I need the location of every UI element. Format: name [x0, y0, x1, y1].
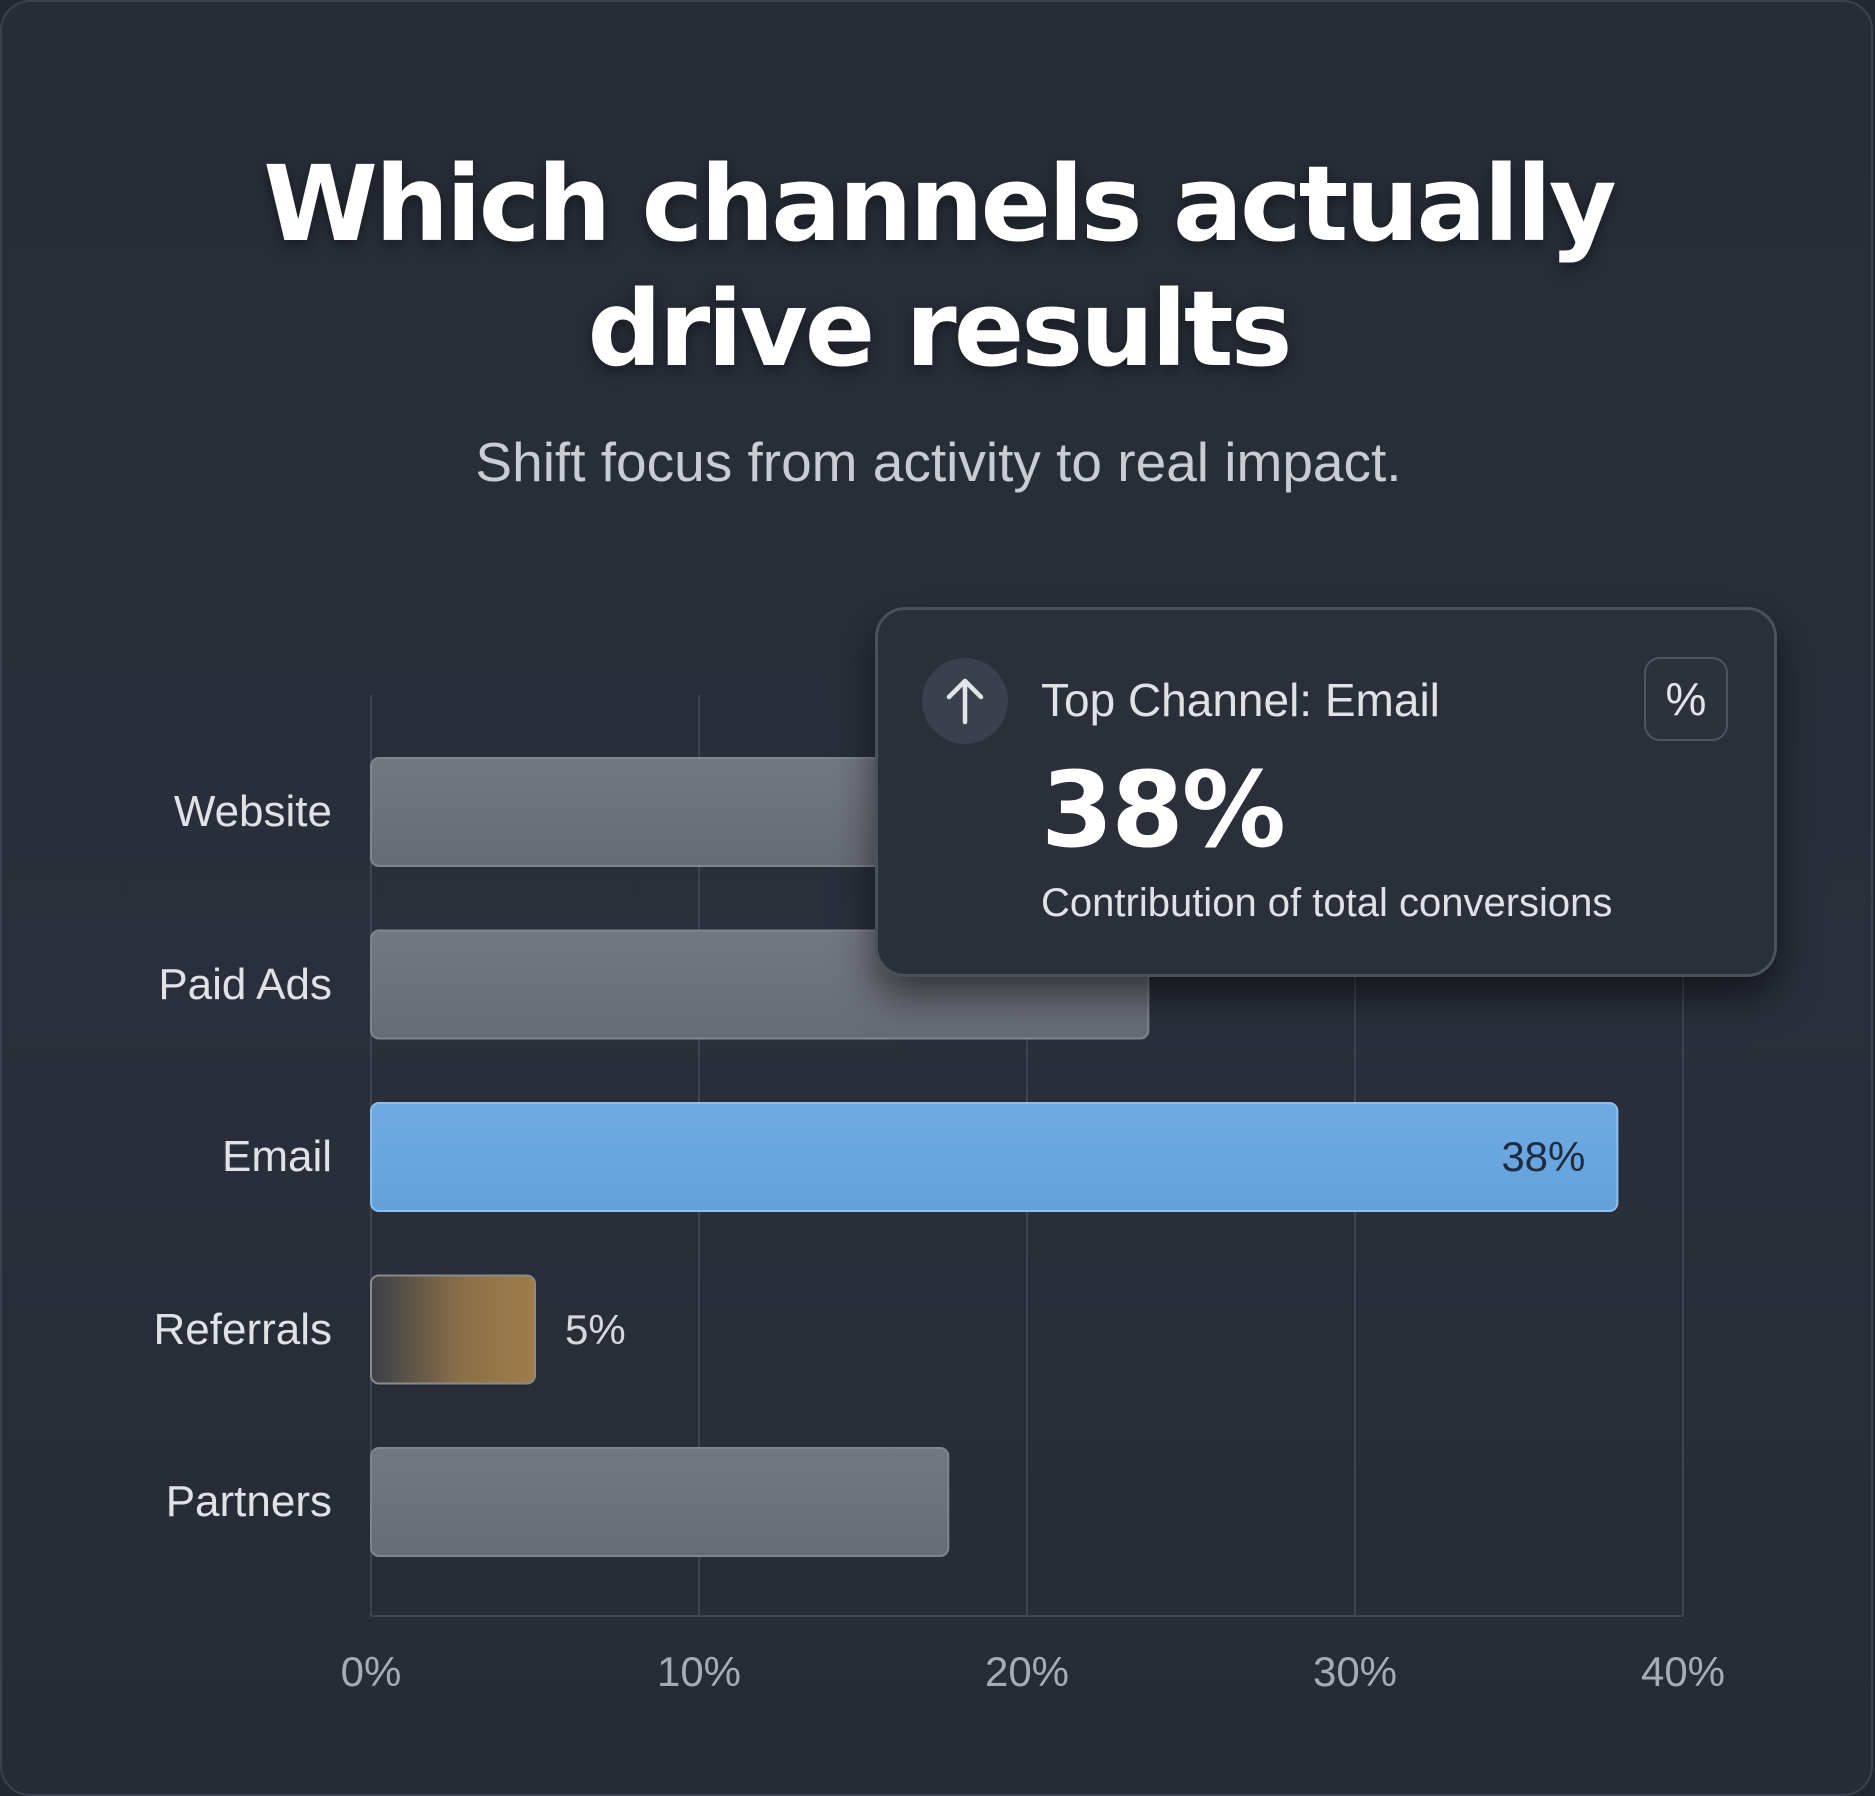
x-tick-label-20: 20%	[984, 1648, 1070, 1695]
y-label-paid-ads: Paid Ads	[158, 959, 332, 1009]
y-label-referrals: Referrals	[153, 1304, 333, 1354]
bar-value-email: 38%	[1501, 1133, 1586, 1180]
percent-badge: %	[1644, 657, 1728, 741]
bar-email	[370, 1102, 1619, 1212]
y-label-website: Website	[173, 787, 332, 836]
chart-title: Which channels actually drive results	[2, 142, 1871, 392]
callout-value: 38%	[1041, 749, 1286, 871]
callout-title: Top Channel: Email	[1041, 674, 1440, 726]
y-label-partners: Partners	[165, 1477, 332, 1526]
callout-description: Contribution of total conversions	[1041, 881, 1613, 925]
bar-referrals	[370, 1274, 536, 1385]
bar-value-referrals: 5%	[565, 1305, 626, 1353]
arrow-up-icon	[922, 658, 1008, 744]
chart-title-line-2: drive results	[587, 268, 1293, 390]
x-tick-label-0: 0%	[340, 1648, 402, 1695]
chart-subtitle: Shift focus from activity to real impact…	[475, 431, 1402, 493]
chart-title-line-1: Which channels actually	[263, 143, 1616, 265]
top-channel-callout: Top Channel: Email % 38% Contribution of…	[875, 607, 1777, 977]
x-tick-label-40: 40%	[1640, 1648, 1726, 1695]
bar-partners	[370, 1447, 950, 1557]
x-tick-label-10: 10%	[656, 1648, 742, 1695]
x-tick-label-30: 30%	[1312, 1648, 1398, 1695]
y-label-email: Email	[221, 1132, 332, 1181]
